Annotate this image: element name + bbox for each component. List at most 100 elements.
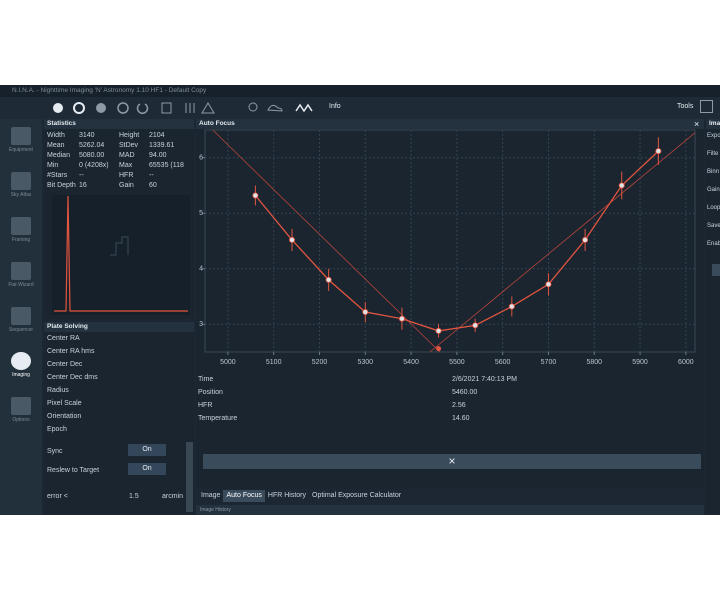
histogram xyxy=(52,195,190,315)
sidebar-label[interactable]: Sky Atlas xyxy=(10,192,32,198)
stat-label: Max xyxy=(119,162,133,169)
stat-value: 16 xyxy=(79,182,87,189)
stat-value: 5080.00 xyxy=(79,152,105,159)
panel-header: Statistics xyxy=(44,119,194,129)
x-tick-label: 5400 xyxy=(403,359,419,366)
tab[interactable]: Auto Focus xyxy=(223,490,265,502)
icon[interactable] xyxy=(136,103,149,115)
stat-value: 3140 xyxy=(79,132,95,139)
scrollbar[interactable] xyxy=(186,442,193,512)
info-label: Time xyxy=(198,376,214,383)
info-value: 2/6/2021 7:40:13 PM xyxy=(452,376,517,383)
icon[interactable] xyxy=(73,102,85,114)
y-tick-label: 3 xyxy=(199,321,203,328)
panel-header: Plate Solving xyxy=(44,322,194,332)
icon[interactable] xyxy=(201,102,215,114)
x-tick-label: 5100 xyxy=(266,359,282,366)
sidebar-label[interactable]: Framing xyxy=(11,237,31,243)
app-window: N.I.N.A. - Nighttime Imaging 'N' Astrono… xyxy=(0,85,720,515)
sync-toggle[interactable]: On xyxy=(128,444,166,456)
icon[interactable] xyxy=(248,102,258,112)
info-button[interactable]: Info xyxy=(329,103,341,110)
field-label: Enab xyxy=(707,241,720,247)
field-label: Center Dec xyxy=(47,361,83,368)
auto-focus-chart: 5000 5100 5200 5300 5400 5500 5600 5700 5800 5900… xyxy=(199,129,696,366)
cancel-button[interactable]: × xyxy=(203,454,701,469)
y-tick-label: 4 xyxy=(199,266,203,273)
data-point xyxy=(582,236,589,243)
bottom-panel-title: Image History xyxy=(200,507,231,513)
stat-label: Gain xyxy=(119,182,134,189)
icon[interactable] xyxy=(53,103,63,113)
panel-header: Auto Focus xyxy=(196,119,704,129)
data-point xyxy=(508,303,515,310)
icon[interactable] xyxy=(161,102,172,114)
sidebar-icon[interactable] xyxy=(11,217,31,235)
error-label: error < xyxy=(47,493,68,500)
x-tick-label: 5900 xyxy=(632,359,648,366)
info-label: Position xyxy=(198,389,223,396)
toolbar-icons xyxy=(53,102,313,115)
field-label: Pixel Scale xyxy=(47,400,82,407)
stat-label: Width xyxy=(47,132,65,139)
stat-value: 0 (4208x) xyxy=(79,162,109,169)
plate-solving-panel: Plate Solving Center RA Center RA hms Cent… xyxy=(44,322,194,515)
stat-value: 94.00 xyxy=(149,152,167,159)
sidebar-label[interactable]: Sequencer xyxy=(8,327,34,333)
sidebar-icon[interactable] xyxy=(11,172,31,190)
sidebar-label[interactable]: Options xyxy=(12,417,30,423)
sync-label: Sync xyxy=(47,448,63,455)
sidebar-icon[interactable] xyxy=(11,307,31,325)
right-panel: Imag Expo Filte Binn Gain Loop Save Enab xyxy=(706,119,720,515)
field-label: Center RA hms xyxy=(47,348,95,355)
statistics-panel: Statistics Width 3140 Height 2104 Mean 5262.0… xyxy=(44,119,194,319)
stat-value: 2104 xyxy=(149,132,165,139)
x-tick-label: 5800 xyxy=(586,359,602,366)
sidebar-icon[interactable] xyxy=(11,262,31,280)
tab[interactable]: HFR History xyxy=(267,492,307,499)
sidebar-label[interactable]: Flat Wizard xyxy=(8,282,34,288)
tab[interactable]: Image xyxy=(201,492,221,499)
reslew-label: Reslew to Target xyxy=(47,467,100,474)
stat-label: Median xyxy=(47,152,70,159)
sidebar: Equipment Sky Atlas Framing Flat Wizard Sequ… xyxy=(0,119,42,515)
field-label: Orientation xyxy=(47,413,82,420)
sidebar-icon[interactable] xyxy=(11,397,31,415)
icon[interactable] xyxy=(295,103,313,113)
button[interactable] xyxy=(712,264,720,276)
focus-point xyxy=(436,346,442,352)
data-point xyxy=(362,309,369,316)
stat-label: Min xyxy=(47,162,59,169)
trend-line xyxy=(429,132,696,353)
field-label: Binn xyxy=(707,169,720,175)
sidebar-icon[interactable] xyxy=(11,127,31,145)
stat-value: 65535 (118 xyxy=(149,162,184,169)
stat-label: StDev xyxy=(119,142,139,149)
error-value[interactable]: 1.5 xyxy=(129,493,139,500)
x-tick-label: 5700 xyxy=(541,359,557,366)
x-tick-label: 6000 xyxy=(678,359,694,366)
x-tick-label: 5200 xyxy=(312,359,328,366)
info-label: Temperature xyxy=(198,415,238,422)
stat-value: 5262.04 xyxy=(79,142,105,149)
tools-icon[interactable] xyxy=(700,100,713,113)
sidebar-label[interactable]: Equipment xyxy=(9,147,33,153)
close-button[interactable]: × xyxy=(694,119,700,129)
icon[interactable] xyxy=(267,104,283,112)
stat-label: Mean xyxy=(47,142,65,149)
sidebar-label[interactable]: Imaging xyxy=(12,372,30,378)
data-point xyxy=(435,327,442,334)
tab[interactable]: Optimal Exposure Calculator xyxy=(312,492,402,499)
auto-focus-panel: Auto Focus × 5000 5100 5200 5300 5400 5500 560… xyxy=(196,119,704,489)
reslew-toggle[interactable]: On xyxy=(128,463,166,475)
stat-label: Height xyxy=(119,132,140,139)
icon[interactable] xyxy=(96,103,106,113)
tools-button[interactable]: Tools xyxy=(677,103,694,110)
sidebar-icon[interactable] xyxy=(11,352,31,370)
data-point xyxy=(325,276,332,283)
field-label: Filte xyxy=(707,151,719,157)
y-tick-label: 5 xyxy=(199,210,203,217)
icon[interactable] xyxy=(185,103,195,113)
data-point xyxy=(472,322,479,329)
icon[interactable] xyxy=(117,102,129,114)
